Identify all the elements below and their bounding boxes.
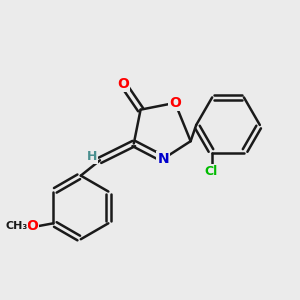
Text: H: H [86,150,97,163]
Text: Cl: Cl [204,165,217,178]
Text: O: O [117,77,129,91]
Text: O: O [169,96,181,110]
Text: N: N [158,152,169,166]
Text: CH₃: CH₃ [6,221,28,231]
Text: O: O [26,219,38,233]
